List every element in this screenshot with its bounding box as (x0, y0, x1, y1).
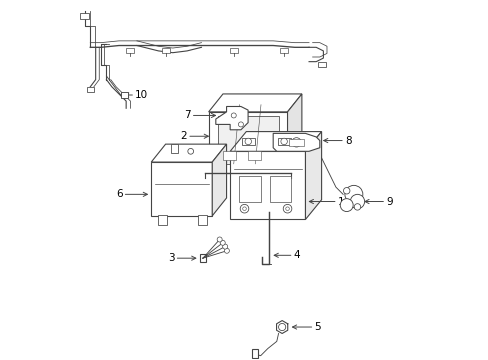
Polygon shape (273, 134, 319, 151)
Bar (230, 48, 238, 53)
Bar (289, 139, 303, 146)
Circle shape (238, 122, 243, 127)
Text: 1: 1 (309, 197, 344, 207)
Polygon shape (171, 144, 178, 153)
Bar (158, 215, 167, 225)
Bar (280, 48, 287, 53)
Bar (239, 176, 260, 202)
Bar (151, 162, 212, 216)
Polygon shape (215, 107, 247, 130)
Text: 7: 7 (183, 111, 215, 121)
Text: 8: 8 (323, 136, 351, 145)
Circle shape (231, 113, 236, 118)
Text: 9: 9 (364, 197, 392, 207)
Circle shape (349, 194, 364, 209)
Bar (208, 112, 287, 173)
Bar (317, 62, 325, 67)
Circle shape (283, 204, 291, 213)
Bar (121, 92, 128, 98)
Circle shape (353, 204, 360, 210)
Circle shape (285, 207, 289, 211)
Circle shape (217, 237, 222, 242)
Bar (230, 151, 305, 220)
Text: 10: 10 (124, 90, 148, 100)
Circle shape (343, 188, 349, 194)
Circle shape (187, 148, 193, 154)
Polygon shape (212, 144, 226, 216)
Circle shape (220, 240, 225, 245)
Text: 4: 4 (274, 250, 300, 260)
Circle shape (344, 185, 362, 203)
Bar (199, 253, 206, 262)
Circle shape (240, 204, 248, 213)
Circle shape (242, 207, 246, 211)
Text: 3: 3 (167, 253, 195, 263)
Polygon shape (151, 144, 226, 162)
Circle shape (222, 244, 227, 249)
Circle shape (340, 199, 352, 212)
Circle shape (244, 138, 251, 145)
Bar (198, 215, 206, 225)
Circle shape (291, 138, 301, 147)
Polygon shape (305, 132, 321, 220)
Polygon shape (208, 94, 301, 112)
Circle shape (224, 248, 229, 253)
Bar (162, 48, 169, 53)
Bar (269, 176, 290, 202)
Text: 6: 6 (116, 189, 147, 199)
Bar (278, 138, 290, 145)
Bar (223, 151, 235, 160)
Circle shape (278, 323, 285, 330)
Circle shape (280, 138, 287, 145)
Bar (80, 13, 88, 19)
Text: 2: 2 (180, 131, 208, 141)
Bar (242, 138, 254, 145)
Bar (86, 87, 94, 92)
Bar (247, 151, 260, 160)
Polygon shape (230, 132, 321, 151)
Bar (126, 48, 134, 53)
Bar (217, 116, 278, 164)
Bar (251, 348, 258, 357)
Text: 5: 5 (292, 322, 321, 332)
Polygon shape (276, 320, 287, 333)
Polygon shape (287, 94, 301, 173)
